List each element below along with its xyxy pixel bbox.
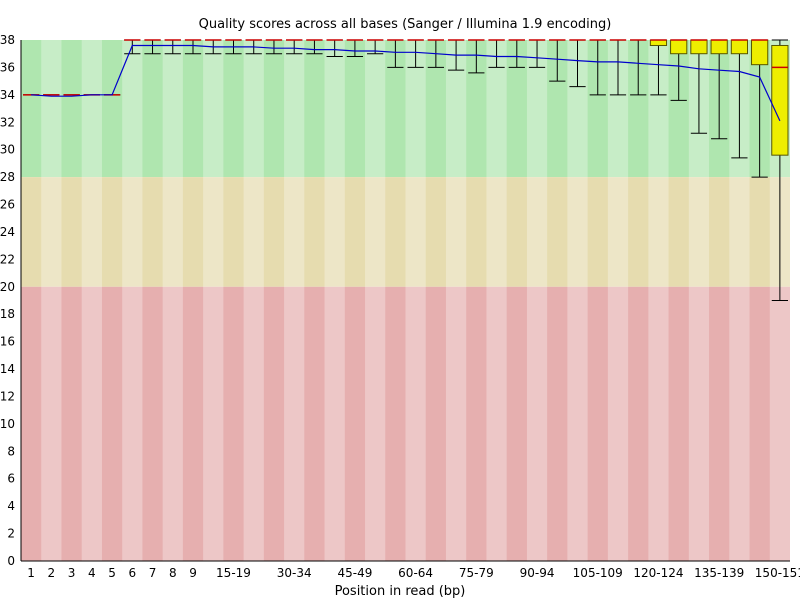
box-15-19 bbox=[225, 39, 242, 55]
column-stripe bbox=[729, 40, 750, 561]
quality-zone-2 bbox=[21, 286, 790, 561]
y-tick-label: 20 bbox=[0, 280, 15, 294]
y-tick-label: 30 bbox=[0, 143, 15, 157]
quality-zone-1 bbox=[21, 177, 790, 287]
x-axis-label: Position in read (bp) bbox=[335, 584, 466, 599]
box-body bbox=[730, 39, 749, 55]
x-tick-label: 8 bbox=[169, 566, 177, 580]
y-tick-label: 38 bbox=[0, 33, 15, 47]
y-tick-label: 28 bbox=[0, 170, 15, 184]
chart-title: Quality scores across all bases (Sanger … bbox=[199, 17, 612, 32]
y-tick-label: 10 bbox=[0, 417, 15, 431]
x-tick-label: 45-49 bbox=[337, 566, 372, 580]
column-stripe bbox=[688, 40, 710, 561]
x-tick-label: 120-124 bbox=[633, 566, 683, 580]
box-55-59 bbox=[387, 39, 404, 68]
box-110-114 bbox=[609, 39, 627, 96]
quality-zone-0 bbox=[21, 40, 790, 178]
box-body bbox=[751, 39, 769, 66]
y-tick-label: 32 bbox=[0, 115, 15, 129]
column-stripe bbox=[284, 40, 305, 561]
box-40-44 bbox=[326, 39, 343, 57]
x-tick-label: 60-64 bbox=[398, 566, 433, 580]
x-tick-label: 90-94 bbox=[520, 566, 555, 580]
y-tick-label: 2 bbox=[7, 527, 15, 541]
column-stripe bbox=[486, 40, 507, 561]
column-stripe bbox=[122, 40, 143, 561]
x-tick-label: 6 bbox=[128, 566, 136, 580]
y-tick-label: 34 bbox=[0, 88, 15, 102]
x-tick-label: 5 bbox=[108, 566, 116, 580]
y-tick-label: 4 bbox=[7, 499, 15, 513]
y-tick-label: 12 bbox=[0, 389, 15, 403]
box-105-109 bbox=[589, 39, 606, 96]
column-stripe bbox=[365, 40, 386, 561]
y-tick-label: 26 bbox=[0, 198, 15, 212]
column-stripe bbox=[324, 40, 345, 561]
box-body bbox=[690, 39, 708, 55]
box-35-39 bbox=[306, 39, 323, 55]
mean-line bbox=[31, 44, 781, 122]
column-stripe bbox=[243, 40, 264, 561]
x-tick-label: 2 bbox=[48, 566, 56, 580]
column-stripe bbox=[41, 40, 62, 561]
box-75-79 bbox=[468, 39, 485, 74]
box-115-119 bbox=[630, 39, 647, 96]
box-body bbox=[649, 39, 668, 46]
column-stripe bbox=[648, 40, 669, 561]
box-8 bbox=[164, 39, 181, 55]
y-tick-label: 14 bbox=[0, 362, 15, 376]
x-tick-label: 7 bbox=[149, 566, 157, 580]
y-tick-label: 22 bbox=[0, 252, 15, 266]
box-30-34 bbox=[286, 39, 303, 55]
box-135-139 bbox=[710, 39, 728, 140]
box-60-64 bbox=[407, 39, 424, 68]
box-body bbox=[710, 39, 728, 55]
box-125-129 bbox=[670, 39, 688, 101]
box-80-84 bbox=[488, 39, 505, 68]
box-7 bbox=[144, 39, 161, 55]
x-tick-label: 4 bbox=[88, 566, 96, 580]
y-tick-label: 8 bbox=[7, 444, 15, 458]
y-tick-label: 6 bbox=[7, 472, 15, 486]
column-stripe bbox=[567, 40, 588, 561]
column-stripe bbox=[203, 40, 224, 561]
box-150-151 bbox=[771, 39, 789, 301]
x-tick-label: 75-79 bbox=[459, 566, 494, 580]
x-tick-label: 30-34 bbox=[277, 566, 312, 580]
box-120-124 bbox=[649, 39, 668, 96]
x-tick-label: 135-139 bbox=[694, 566, 744, 580]
y-tick-label: 16 bbox=[0, 335, 15, 349]
box-130-134 bbox=[690, 39, 708, 134]
box-body bbox=[771, 44, 789, 156]
box-9 bbox=[184, 39, 202, 55]
box-body bbox=[670, 39, 688, 55]
x-tick-label: 150-151 bbox=[755, 566, 800, 580]
column-stripe bbox=[445, 40, 467, 561]
box-25-29 bbox=[265, 39, 283, 55]
x-tick-label: 3 bbox=[68, 566, 76, 580]
box-90-94 bbox=[528, 39, 546, 68]
column-stripe bbox=[607, 40, 629, 561]
box-45-49 bbox=[346, 39, 364, 57]
box-100-104 bbox=[569, 39, 586, 88]
box-95-99 bbox=[549, 39, 566, 82]
y-tick-label: 36 bbox=[0, 60, 15, 74]
column-stripe bbox=[81, 40, 102, 561]
x-tick-label: 9 bbox=[189, 566, 197, 580]
x-tick-label: 105-109 bbox=[573, 566, 623, 580]
y-tick-label: 24 bbox=[0, 225, 15, 239]
column-stripe bbox=[526, 40, 548, 561]
box-145-149 bbox=[751, 39, 769, 178]
y-tick-label: 0 bbox=[7, 554, 15, 568]
column-stripe bbox=[162, 40, 183, 561]
box-85-89 bbox=[508, 39, 525, 68]
x-tick-label: 15-19 bbox=[216, 566, 251, 580]
y-tick-label: 18 bbox=[0, 307, 15, 321]
column-stripe bbox=[405, 40, 426, 561]
x-tick-label: 1 bbox=[27, 566, 35, 580]
